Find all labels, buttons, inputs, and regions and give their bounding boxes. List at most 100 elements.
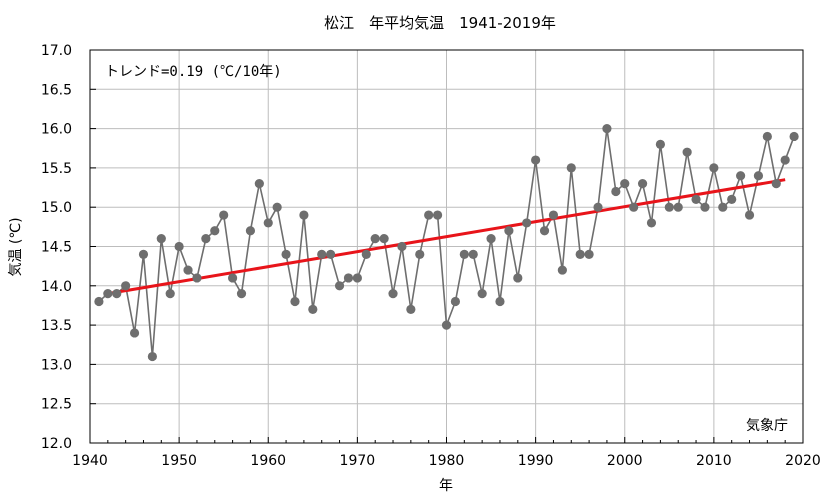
data-point-1962 <box>281 249 291 259</box>
data-point-1954 <box>210 226 220 236</box>
data-point-1980 <box>441 320 452 330</box>
y-tick-label: 14.0 <box>41 279 72 295</box>
data-point-1997 <box>593 202 603 212</box>
data-point-2013 <box>736 171 746 181</box>
data-point-1968 <box>334 281 345 291</box>
data-point-1995 <box>575 249 585 259</box>
x-tick-label: 1940 <box>72 453 108 469</box>
x-tick-label: 2000 <box>607 453 643 469</box>
data-point-1942 <box>103 289 113 299</box>
data-points <box>94 124 799 362</box>
data-point-1947 <box>147 351 157 362</box>
data-point-1992 <box>548 210 559 220</box>
data-point-1950 <box>174 241 184 252</box>
data-point-1965 <box>308 304 318 314</box>
data-point-1949 <box>165 289 175 299</box>
y-tick-label: 16.0 <box>41 122 72 138</box>
data-point-2006 <box>673 202 683 212</box>
data-point-1972 <box>370 234 380 244</box>
data-point-1961 <box>272 202 282 212</box>
data-point-2008 <box>691 194 701 204</box>
data-point-1987 <box>504 226 514 236</box>
data-point-2002 <box>637 179 648 189</box>
data-point-1960 <box>263 218 273 228</box>
y-tick-label: 15.5 <box>41 161 72 177</box>
data-point-1977 <box>415 249 425 259</box>
data-point-2019 <box>789 131 799 142</box>
x-tick-label: 2010 <box>696 453 732 469</box>
data-point-2011 <box>718 202 728 212</box>
data-point-2015 <box>753 171 764 181</box>
data-point-1988 <box>513 273 523 283</box>
y-tick-label: 12.5 <box>41 397 72 413</box>
data-point-1989 <box>522 218 532 228</box>
y-tick-labels: 12.0 12.5 13.0 13.5 14.0 14.5 15.0 15.5 16.0 16.5… <box>41 43 72 452</box>
data-point-1944 <box>121 281 131 291</box>
y-tick-label: 13.5 <box>41 318 72 334</box>
data-point-1982 <box>459 249 469 259</box>
data-point-1966 <box>317 249 327 259</box>
x-tick-label: 1980 <box>429 453 465 469</box>
data-point-2010 <box>709 163 719 173</box>
y-tick-label: 14.5 <box>41 240 72 256</box>
y-axis-label: 気温 (℃) <box>8 217 24 276</box>
data-point-1967 <box>326 249 336 259</box>
data-point-1964 <box>299 210 309 220</box>
gridlines <box>89 49 804 444</box>
data-point-1991 <box>539 226 550 236</box>
data-point-2001 <box>629 202 639 212</box>
y-tick-label: 17.0 <box>41 43 72 59</box>
data-point-2012 <box>727 194 737 204</box>
data-point-1941 <box>94 296 104 307</box>
data-point-1975 <box>397 241 407 252</box>
y-tick-label: 15.0 <box>41 200 72 216</box>
data-point-1986 <box>495 296 505 307</box>
data-point-1946 <box>138 249 149 259</box>
x-tick-label: 2020 <box>785 453 821 469</box>
data-point-1948 <box>156 234 166 244</box>
data-point-1945 <box>129 328 140 338</box>
data-point-1993 <box>557 265 567 275</box>
y-tick-label: 13.0 <box>41 357 72 373</box>
data-point-1981 <box>450 296 461 307</box>
data-point-1983 <box>468 249 478 259</box>
data-point-1959 <box>254 179 264 189</box>
data-point-2016 <box>762 131 772 142</box>
data-point-1953 <box>201 234 211 244</box>
data-point-1957 <box>236 289 247 299</box>
source-label: 気象庁 <box>746 418 788 434</box>
data-point-1985 <box>486 234 496 244</box>
data-point-2009 <box>700 202 710 212</box>
data-point-1958 <box>245 226 256 236</box>
x-tick-labels: 1940 1950 1960 1970 1980 1990 2000 2010 2020 <box>72 453 821 469</box>
data-point-1979 <box>432 210 443 220</box>
trend-label: トレンド=0.19 (℃/10年) <box>105 64 282 80</box>
data-point-1973 <box>379 234 389 244</box>
x-tick-label: 1970 <box>340 453 376 469</box>
data-point-1999 <box>611 186 621 197</box>
data-point-1971 <box>361 249 371 259</box>
data-point-2017 <box>771 179 781 189</box>
data-point-1978 <box>424 210 434 220</box>
data-point-2000 <box>620 179 630 189</box>
x-axis-label: 年 <box>439 478 453 494</box>
data-point-2004 <box>655 139 666 149</box>
data-point-2005 <box>664 202 674 212</box>
x-tick-label: 1950 <box>161 453 197 469</box>
y-tick-label: 12.0 <box>41 436 72 452</box>
data-point-1952 <box>192 273 202 283</box>
x-tick-label: 1990 <box>518 453 554 469</box>
data-point-2014 <box>744 210 755 220</box>
data-point-1974 <box>388 289 398 299</box>
plot-frame <box>89 49 804 444</box>
data-point-1976 <box>406 304 416 314</box>
data-point-1955 <box>219 210 229 220</box>
trend-line <box>107 178 786 296</box>
data-point-1943 <box>112 289 122 299</box>
data-point-1994 <box>566 163 576 173</box>
data-point-1984 <box>477 289 487 299</box>
y-tick-label: 16.5 <box>41 82 72 98</box>
chart-title: 松江 年平均気温 1941-2019年 <box>324 14 556 32</box>
data-point-2003 <box>646 218 657 228</box>
